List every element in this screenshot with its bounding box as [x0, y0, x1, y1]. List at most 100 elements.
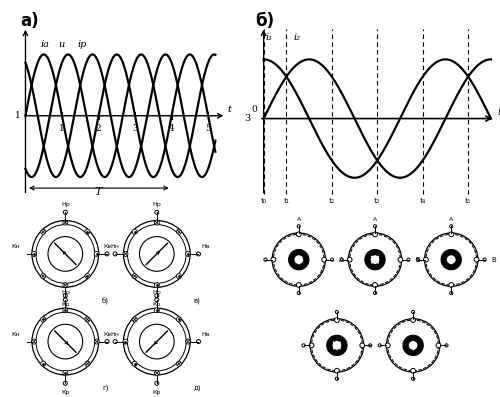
- Circle shape: [132, 229, 137, 234]
- Circle shape: [386, 343, 390, 348]
- Circle shape: [40, 317, 46, 322]
- Circle shape: [372, 283, 378, 287]
- Text: Нр: Нр: [61, 202, 70, 207]
- Circle shape: [296, 283, 301, 287]
- Text: А: А: [373, 217, 377, 222]
- Circle shape: [449, 232, 454, 237]
- Circle shape: [176, 361, 182, 366]
- Circle shape: [271, 257, 276, 262]
- Circle shape: [32, 221, 98, 287]
- Circle shape: [348, 257, 352, 262]
- Text: t₃: t₃: [374, 197, 380, 205]
- Text: Нв: Нв: [202, 244, 210, 249]
- Text: 0: 0: [251, 105, 257, 114]
- Circle shape: [123, 251, 128, 256]
- Circle shape: [372, 232, 378, 237]
- Text: А: А: [339, 256, 344, 263]
- Circle shape: [132, 274, 137, 279]
- Circle shape: [294, 255, 304, 264]
- Circle shape: [176, 229, 182, 234]
- Circle shape: [403, 335, 423, 356]
- Circle shape: [36, 225, 94, 283]
- Circle shape: [154, 308, 160, 313]
- Circle shape: [446, 255, 456, 264]
- Circle shape: [63, 370, 68, 376]
- Circle shape: [408, 341, 418, 350]
- Text: 1: 1: [59, 124, 65, 133]
- Text: 4: 4: [168, 124, 174, 133]
- Circle shape: [288, 249, 309, 270]
- Circle shape: [140, 324, 174, 359]
- Circle shape: [154, 220, 160, 225]
- Circle shape: [272, 233, 326, 286]
- Text: Кр: Кр: [61, 390, 70, 395]
- Circle shape: [154, 283, 160, 288]
- Circle shape: [63, 308, 68, 313]
- Text: iр: iр: [78, 40, 86, 49]
- Circle shape: [186, 251, 190, 256]
- Circle shape: [436, 343, 441, 348]
- Text: б): б): [102, 297, 109, 304]
- Circle shape: [124, 308, 190, 375]
- Text: 2: 2: [96, 124, 102, 133]
- Circle shape: [124, 221, 190, 287]
- Circle shape: [441, 249, 462, 270]
- Text: T: T: [95, 187, 102, 197]
- Text: Нв: Нв: [202, 331, 210, 337]
- Text: t₅: t₅: [465, 197, 471, 205]
- Circle shape: [424, 257, 428, 262]
- Text: Кр: Кр: [61, 302, 70, 307]
- Circle shape: [386, 319, 440, 372]
- Circle shape: [48, 237, 82, 271]
- Circle shape: [449, 283, 454, 287]
- Text: Нр: Нр: [61, 290, 70, 295]
- Text: t: t: [227, 105, 231, 114]
- Text: 3: 3: [244, 114, 251, 123]
- Circle shape: [365, 249, 385, 270]
- Circle shape: [63, 283, 68, 288]
- Circle shape: [176, 274, 182, 279]
- Circle shape: [132, 317, 137, 322]
- Circle shape: [48, 324, 82, 359]
- Text: 5: 5: [205, 124, 211, 133]
- Circle shape: [334, 368, 340, 373]
- Text: В: В: [491, 256, 496, 263]
- Circle shape: [85, 229, 90, 234]
- Text: t₁: t₁: [284, 197, 290, 205]
- Circle shape: [310, 319, 364, 372]
- Circle shape: [309, 343, 314, 348]
- Circle shape: [40, 361, 46, 366]
- Text: Б: Б: [415, 256, 420, 263]
- Circle shape: [40, 229, 46, 234]
- Text: Кн: Кн: [12, 244, 20, 249]
- Circle shape: [128, 312, 186, 371]
- Text: 1: 1: [16, 111, 21, 120]
- Circle shape: [474, 257, 479, 262]
- Text: i₂: i₂: [293, 33, 300, 42]
- Text: Кв: Кв: [104, 331, 112, 337]
- Circle shape: [176, 317, 182, 322]
- Circle shape: [140, 237, 174, 271]
- Circle shape: [296, 232, 301, 237]
- Text: Нн: Нн: [110, 244, 119, 249]
- Text: Кр: Кр: [152, 302, 161, 307]
- Circle shape: [32, 251, 36, 256]
- Text: Кн: Кн: [12, 331, 20, 337]
- Text: А: А: [449, 217, 454, 222]
- Circle shape: [85, 317, 90, 322]
- Circle shape: [123, 339, 128, 344]
- Text: 3: 3: [132, 124, 138, 133]
- Text: д): д): [194, 385, 201, 391]
- Text: Нр: Нр: [152, 290, 161, 295]
- Text: t₂: t₂: [329, 197, 335, 205]
- Circle shape: [410, 318, 416, 322]
- Circle shape: [94, 251, 99, 256]
- Circle shape: [94, 339, 99, 344]
- Text: Нр: Нр: [152, 202, 161, 207]
- Text: г): г): [102, 385, 108, 391]
- Text: Кр: Кр: [152, 390, 161, 395]
- Circle shape: [186, 339, 190, 344]
- Circle shape: [63, 220, 68, 225]
- Text: t₄: t₄: [420, 197, 426, 205]
- Circle shape: [332, 341, 342, 350]
